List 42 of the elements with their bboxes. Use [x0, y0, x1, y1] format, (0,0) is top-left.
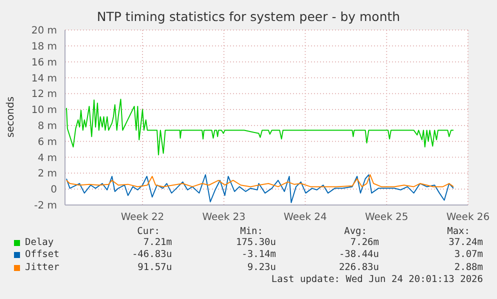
x-tick-label: Week 25: [364, 212, 408, 224]
line-series: [66, 174, 454, 204]
text: 91.57u: [138, 262, 172, 274]
line-series: [66, 174, 454, 188]
x-tick-label: Week 22: [120, 212, 164, 224]
chart-title: NTP timing statistics for system peer - by month: [96, 9, 402, 24]
y-tick-label: 2 m: [38, 168, 57, 180]
text: -46.83u: [132, 249, 172, 262]
text: 2.88m: [454, 262, 483, 274]
text: 175.30u: [236, 237, 276, 249]
text: 37.24m: [448, 237, 483, 249]
text: -3.14m: [242, 249, 276, 262]
text: Max:: [447, 226, 470, 238]
text: 9.23u: [247, 262, 276, 274]
legend-label: Delay: [25, 237, 54, 249]
y-tick-label: 18 m: [31, 41, 57, 52]
y-tick-label: 10 m: [31, 105, 57, 116]
text: Last update: Wed Jun 24 20:01:13 2026: [271, 274, 483, 286]
y-tick-label: 6 m: [38, 136, 57, 148]
y-tick-label: 8 m: [38, 121, 57, 132]
text: Cur:: [137, 226, 160, 238]
y-tick-label: 16 m: [31, 57, 57, 68]
x-tick-label: Week 24: [284, 212, 327, 224]
text: 3.07m: [454, 249, 483, 262]
text: 226.83u: [338, 262, 379, 274]
legend-label: Offset: [25, 249, 60, 262]
y-tick-label: 0: [50, 184, 57, 196]
text: 7.26m: [350, 237, 379, 249]
text: Avg:: [344, 226, 367, 238]
y-tick-label: 12 m: [31, 89, 57, 100]
y-axis-title: seconds: [6, 96, 16, 138]
y-tick-label: 20 m: [31, 26, 57, 37]
legend-label: Jitter: [25, 262, 60, 274]
y-tick-label: -2 m: [34, 200, 57, 212]
text: Min:: [240, 226, 263, 238]
y-tick-label: 4 m: [38, 152, 57, 164]
y-tick-label: 14 m: [31, 73, 57, 84]
text: -38.44u: [338, 249, 379, 262]
x-tick-label: Week 23: [202, 212, 246, 224]
x-tick-label: Week 26: [446, 212, 490, 224]
text: 7.21m: [143, 237, 172, 249]
line-series: [66, 98, 454, 156]
